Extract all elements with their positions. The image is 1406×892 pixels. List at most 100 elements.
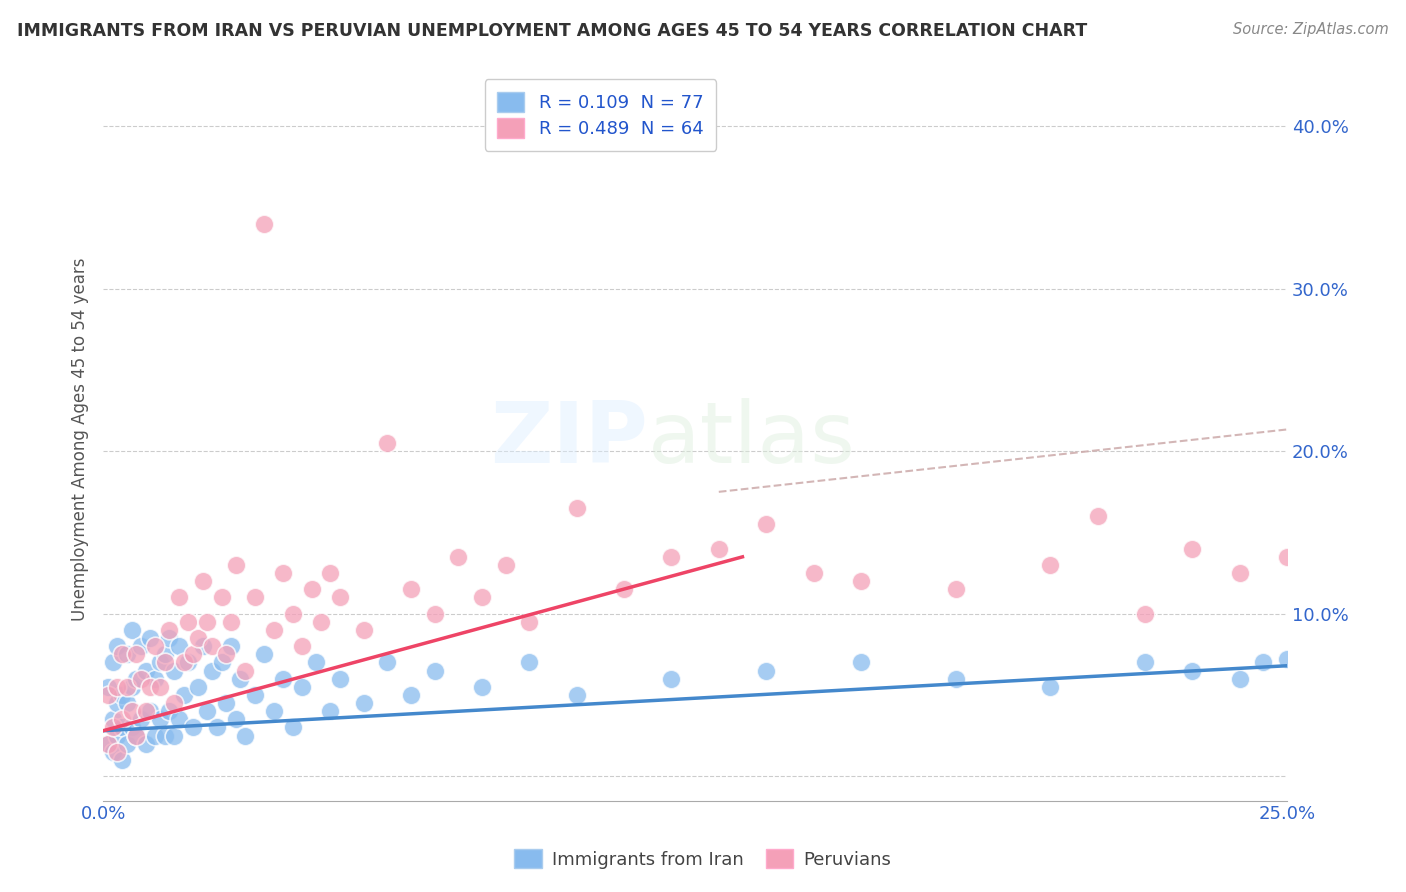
Point <box>353 623 375 637</box>
Point <box>111 712 134 726</box>
Point <box>125 672 148 686</box>
Point <box>111 648 134 662</box>
Point <box>243 591 266 605</box>
Point <box>143 639 166 653</box>
Point <box>319 566 342 580</box>
Point <box>173 688 195 702</box>
Point <box>225 712 247 726</box>
Point <box>97 737 120 751</box>
Point <box>1181 664 1204 678</box>
Point <box>105 745 128 759</box>
Point <box>375 436 398 450</box>
Point <box>205 721 228 735</box>
Text: IMMIGRANTS FROM IRAN VS PERUVIAN UNEMPLOYMENT AMONG AGES 45 TO 54 YEARS CORRELAT: IMMIGRANTS FROM IRAN VS PERUVIAN UNEMPLO… <box>17 22 1087 40</box>
Point <box>167 591 190 605</box>
Point <box>565 501 588 516</box>
Point <box>1181 541 1204 556</box>
Point <box>129 712 152 726</box>
Point <box>159 631 181 645</box>
Point <box>129 639 152 653</box>
Point <box>517 656 540 670</box>
Point <box>309 615 332 629</box>
Point <box>253 217 276 231</box>
Point <box>707 541 730 556</box>
Point <box>121 704 143 718</box>
Point <box>149 680 172 694</box>
Point <box>111 688 134 702</box>
Point <box>167 712 190 726</box>
Point <box>181 721 204 735</box>
Point <box>849 574 872 589</box>
Point <box>565 688 588 702</box>
Point <box>471 591 494 605</box>
Point <box>211 656 233 670</box>
Point <box>423 607 446 621</box>
Point <box>191 574 214 589</box>
Point <box>177 615 200 629</box>
Point <box>233 664 256 678</box>
Point <box>1229 672 1251 686</box>
Point <box>195 704 218 718</box>
Legend: Immigrants from Iran, Peruvians: Immigrants from Iran, Peruvians <box>508 841 898 876</box>
Point <box>661 549 683 564</box>
Point <box>143 672 166 686</box>
Point <box>153 656 176 670</box>
Point <box>105 696 128 710</box>
Point <box>1039 558 1062 572</box>
Point <box>121 623 143 637</box>
Text: ZIP: ZIP <box>491 398 648 481</box>
Point <box>149 656 172 670</box>
Point <box>139 704 162 718</box>
Text: atlas: atlas <box>648 398 856 481</box>
Point <box>329 591 352 605</box>
Point <box>271 566 294 580</box>
Point <box>1133 656 1156 670</box>
Point <box>115 648 138 662</box>
Point <box>163 729 186 743</box>
Point <box>135 704 157 718</box>
Point <box>187 631 209 645</box>
Point <box>613 582 636 597</box>
Point <box>1039 680 1062 694</box>
Point <box>101 712 124 726</box>
Point <box>517 615 540 629</box>
Point <box>115 680 138 694</box>
Point <box>101 745 124 759</box>
Point <box>125 729 148 743</box>
Point <box>225 558 247 572</box>
Point <box>177 656 200 670</box>
Point <box>187 680 209 694</box>
Point <box>97 737 120 751</box>
Point <box>495 558 517 572</box>
Point <box>229 672 252 686</box>
Point <box>301 582 323 597</box>
Point <box>105 639 128 653</box>
Point <box>163 696 186 710</box>
Point <box>281 607 304 621</box>
Point <box>1229 566 1251 580</box>
Point <box>253 648 276 662</box>
Point <box>945 672 967 686</box>
Point <box>219 615 242 629</box>
Point <box>159 704 181 718</box>
Point <box>271 672 294 686</box>
Text: Source: ZipAtlas.com: Source: ZipAtlas.com <box>1233 22 1389 37</box>
Point <box>97 688 120 702</box>
Point <box>291 680 314 694</box>
Point <box>803 566 825 580</box>
Point <box>167 639 190 653</box>
Point <box>1087 509 1109 524</box>
Point <box>173 656 195 670</box>
Point <box>319 704 342 718</box>
Point <box>1275 549 1298 564</box>
Point <box>755 517 778 532</box>
Point <box>215 696 238 710</box>
Point <box>195 615 218 629</box>
Point <box>121 721 143 735</box>
Point <box>105 729 128 743</box>
Point <box>353 696 375 710</box>
Point <box>447 549 470 564</box>
Point <box>399 688 422 702</box>
Point <box>101 721 124 735</box>
Point <box>219 639 242 653</box>
